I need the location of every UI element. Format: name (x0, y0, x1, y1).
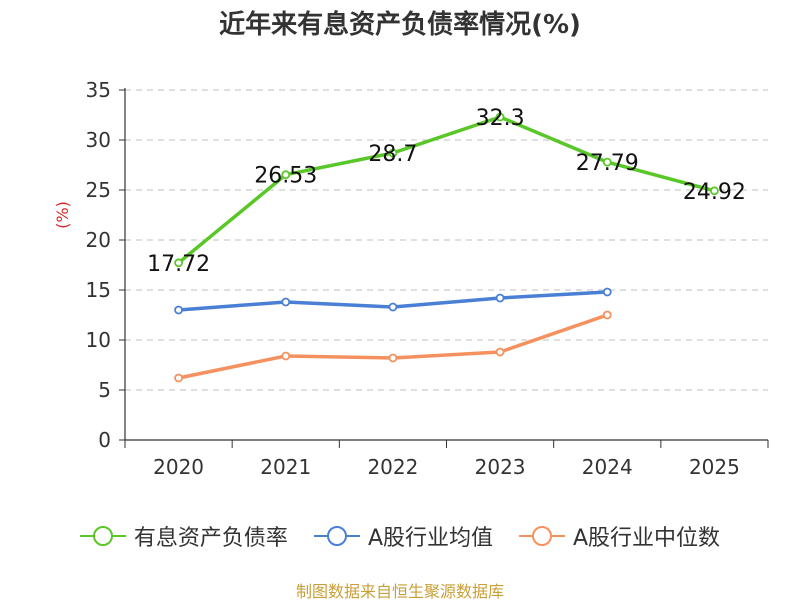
legend-item-debt-ratio[interactable]: 有息资产负债率 (79, 520, 288, 552)
x-tick-label: 2020 (153, 455, 204, 479)
chart-title: 近年来有息资产负债率情况(%) (219, 10, 581, 40)
data-point (602, 310, 612, 320)
y-tick-label: 25 (86, 178, 111, 202)
y-tick-label: 5 (98, 378, 111, 402)
data-point (281, 170, 291, 180)
data-point (495, 347, 505, 357)
data-point (174, 373, 183, 383)
legend-item-industry-median[interactable]: A股行业中位数 (519, 520, 720, 552)
data-source: 制图数据来自恒生聚源数据库 (295, 582, 504, 601)
data-point (602, 157, 612, 167)
y-tick-label: 30 (86, 128, 111, 152)
series-line-2 (178, 313, 608, 380)
x-tick-label: 2024 (582, 455, 633, 479)
legend: 有息资产负债率 A股行业均值 A股行业中位数 (0, 520, 800, 552)
data-point (602, 287, 612, 297)
y-tick-label: 0 (98, 428, 111, 452)
series-line-0 (177, 115, 715, 265)
data-point (710, 186, 719, 196)
legend-label: 有息资产负债率 (133, 526, 288, 551)
data-label: 28.7 (368, 142, 417, 167)
data-point (174, 258, 183, 268)
x-tick-label: 2023 (475, 455, 526, 479)
x-tick-label: 2025 (689, 455, 740, 479)
legend-marker-icon (313, 526, 360, 546)
data-point (388, 148, 398, 158)
y-tick-label: 20 (86, 228, 111, 252)
data-label: 17.72 (147, 252, 210, 277)
x-tick-label: 2022 (367, 455, 418, 479)
data-point (281, 297, 291, 307)
data-label: 26.53 (254, 164, 317, 189)
legend-item-industry-mean[interactable]: A股行业均值 (313, 520, 493, 552)
data-point (495, 293, 505, 303)
x-tick-label: 2021 (260, 455, 311, 479)
y-tick-label: 35 (86, 78, 111, 102)
data-point (388, 302, 398, 312)
data-point (281, 351, 291, 361)
data-point (495, 112, 505, 122)
data-point (388, 353, 398, 363)
y-axis-label: (%) (53, 201, 72, 229)
data-label: 32.3 (476, 106, 525, 131)
legend-marker-icon (519, 526, 565, 546)
y-tick-label: 15 (86, 278, 111, 302)
data-label: 27.79 (576, 151, 639, 176)
data-label: 24.92 (683, 180, 746, 205)
legend-label: A股行业均值 (367, 526, 493, 551)
legend-marker-icon (79, 526, 126, 546)
legend-label: A股行业中位数 (573, 526, 721, 551)
y-tick-label: 10 (86, 328, 111, 352)
data-point (174, 305, 183, 315)
